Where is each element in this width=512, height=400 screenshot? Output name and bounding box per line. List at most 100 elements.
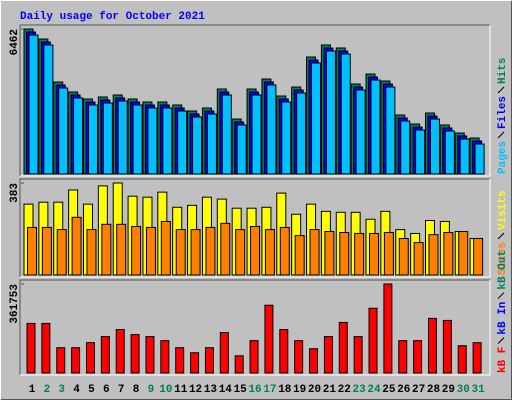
bar <box>192 116 203 175</box>
bar <box>87 104 98 175</box>
bar <box>131 225 142 276</box>
x-tick-label: 19 <box>293 384 306 396</box>
bar <box>41 226 52 276</box>
bar <box>457 345 467 374</box>
bar <box>474 143 485 175</box>
bar <box>116 223 127 276</box>
panel-frame-light <box>20 280 491 376</box>
legend-label: Hits <box>497 58 509 84</box>
bar <box>145 336 155 374</box>
bar <box>236 124 247 175</box>
bar <box>250 225 261 276</box>
bar <box>442 319 452 374</box>
panel-frame-light <box>20 25 491 177</box>
bar <box>443 231 454 276</box>
bar <box>71 216 82 276</box>
bar <box>58 87 69 175</box>
bar <box>27 226 37 276</box>
bar <box>56 229 67 276</box>
bar <box>427 317 437 374</box>
bar <box>71 347 81 374</box>
bar <box>429 118 440 175</box>
x-tick-label: 16 <box>248 384 261 396</box>
x-tick-label: 15 <box>234 384 248 396</box>
bar <box>281 101 292 175</box>
bar <box>398 340 408 374</box>
bar <box>413 242 424 276</box>
bar <box>340 53 351 175</box>
bar <box>85 342 95 374</box>
bar <box>370 79 381 175</box>
bar <box>86 229 97 276</box>
legend-label: Pages <box>497 141 509 174</box>
x-tick-label: 8 <box>133 384 140 396</box>
y-tick-label: 361753 <box>9 284 21 324</box>
x-tick-label: 14 <box>219 384 233 396</box>
x-tick-label: 29 <box>442 384 455 396</box>
bar <box>190 352 200 374</box>
legend-label: Files <box>497 96 509 129</box>
legend-separator <box>497 232 505 240</box>
bar <box>383 283 393 374</box>
panel-frame-dark <box>19 24 490 176</box>
bar <box>385 86 396 175</box>
x-tick-label: 22 <box>338 384 351 396</box>
legend-label: kB Out <box>497 250 509 290</box>
x-tick-label: 7 <box>118 384 125 396</box>
x-tick-label: 27 <box>412 384 425 396</box>
bar <box>444 130 455 175</box>
bar <box>400 120 411 175</box>
bar <box>325 50 336 175</box>
x-tick-label: 11 <box>174 384 188 396</box>
panel-frame-dark <box>19 279 490 375</box>
x-tick-label: 4 <box>73 384 80 396</box>
x-tick-label: 18 <box>278 384 292 396</box>
x-tick-label: 5 <box>88 384 95 396</box>
bar <box>413 340 423 374</box>
bar <box>206 113 217 175</box>
bar <box>204 347 214 374</box>
bar <box>458 231 469 276</box>
legend-separator <box>497 131 505 139</box>
bar <box>428 234 439 276</box>
bar <box>309 229 320 276</box>
bar <box>56 347 66 374</box>
x-tick-label: 2 <box>44 384 51 396</box>
legend-label: kB F <box>497 347 509 373</box>
legend-label: kB In <box>497 302 509 335</box>
bar <box>398 237 409 276</box>
bar <box>115 329 125 374</box>
bar <box>221 94 232 175</box>
x-tick-label: 25 <box>382 384 396 396</box>
bar <box>353 336 363 374</box>
bar <box>324 231 335 276</box>
x-tick-label: 24 <box>367 384 381 396</box>
bar <box>219 332 229 374</box>
bar <box>266 84 277 175</box>
bar <box>383 231 394 276</box>
bar <box>175 229 186 276</box>
bar <box>251 94 262 175</box>
chart-title: Daily usage for October 2021 <box>20 11 205 23</box>
x-tick-label: 13 <box>204 384 218 396</box>
bar <box>117 100 128 175</box>
bar <box>101 223 112 276</box>
bar <box>339 231 350 276</box>
bar <box>472 342 482 374</box>
x-tick-label: 17 <box>263 384 276 396</box>
legend-separator <box>497 292 505 299</box>
x-tick-label: 21 <box>323 384 337 396</box>
panel-frame-light <box>20 179 491 278</box>
bar <box>130 334 140 374</box>
x-tick-label: 28 <box>427 384 441 396</box>
x-tick-label: 10 <box>159 384 172 396</box>
bar <box>160 340 170 374</box>
bar <box>355 89 366 175</box>
bar <box>249 340 259 374</box>
x-tick-label: 1 <box>29 384 36 396</box>
bar <box>309 348 319 374</box>
bar <box>175 347 185 374</box>
bar <box>177 110 188 175</box>
